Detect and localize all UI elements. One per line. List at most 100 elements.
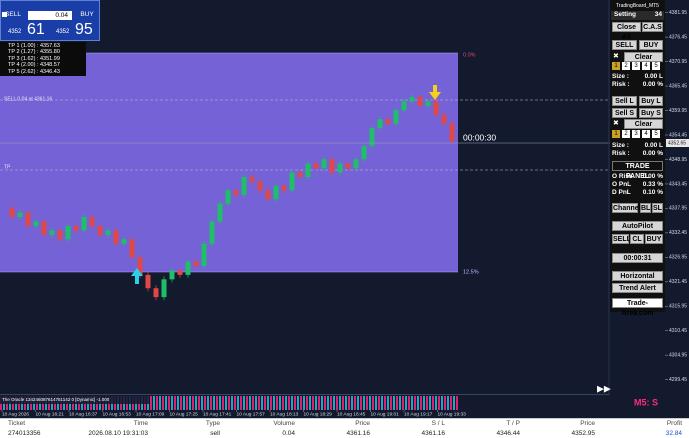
level-button[interactable]: 5 xyxy=(652,62,660,70)
table-cell: sell xyxy=(210,430,220,437)
ap-close-button[interactable]: CL xyxy=(630,234,644,244)
clear-button[interactable]: Clear xyxy=(624,119,663,129)
size-value: 0.00 L xyxy=(644,142,663,149)
candle xyxy=(65,225,71,240)
x-tick-label: 10 Aug 17:41 xyxy=(203,411,232,417)
x-tick-label: 10 Aug 18:45 xyxy=(337,411,366,417)
table-cell: 4361.16 xyxy=(346,430,371,437)
table-cell: 2026.08.10 19:31:03 xyxy=(88,430,148,437)
candle xyxy=(81,217,87,231)
trend-alert-button[interactable]: Trend Alert xyxy=(612,283,663,293)
x-tick-label: 10 Aug 16:21 xyxy=(36,411,65,417)
buy-price-big: 95 xyxy=(75,21,93,38)
y-tick-label: 4365.45 xyxy=(669,83,687,89)
table-header: Type xyxy=(205,420,220,427)
scroll-icon[interactable]: ▶▶ xyxy=(597,383,611,393)
level-button[interactable]: 5 xyxy=(652,130,660,138)
candle xyxy=(417,96,423,106)
candle xyxy=(337,163,343,173)
o-risk-label: O Risk xyxy=(612,173,633,180)
buy-button[interactable]: BUY xyxy=(639,40,663,50)
buy-arrow xyxy=(131,268,143,284)
panel-title: TradingBoard_MT5 xyxy=(616,3,659,9)
candle xyxy=(225,190,231,204)
price-tag-label: 4352.65 xyxy=(668,140,686,146)
candle xyxy=(313,163,319,169)
table-cell: 32.84 xyxy=(665,430,682,437)
candle xyxy=(329,159,335,173)
table-cell: 0.04 xyxy=(282,430,295,437)
setting-label[interactable]: Setting xyxy=(614,11,637,18)
level-button[interactable]: 2 xyxy=(622,130,630,138)
sell-button[interactable]: SELL xyxy=(612,40,637,50)
lot-input[interactable]: 0.04 xyxy=(28,11,72,20)
y-tick-label: 4332.45 xyxy=(669,230,687,236)
level-button[interactable]: 3 xyxy=(632,62,640,70)
indicator-label-bg xyxy=(0,396,150,404)
level-button[interactable]: 1 xyxy=(612,62,620,70)
candle xyxy=(185,261,191,275)
sell-button[interactable]: SELL xyxy=(5,11,21,18)
bl-button[interactable]: BL xyxy=(640,203,651,213)
sell-stop-button[interactable]: Sell S xyxy=(612,108,637,118)
buy-limit-button[interactable]: Buy L xyxy=(639,96,663,106)
sell-limit-button[interactable]: Sell L xyxy=(612,96,637,106)
level-button[interactable]: 4 xyxy=(642,62,650,70)
trade-panel-header: TRADE PANEL xyxy=(612,161,663,180)
candle xyxy=(129,239,135,258)
cas-button[interactable]: C.A.S xyxy=(642,22,663,32)
candle xyxy=(425,101,431,106)
fib-label: 0.0% xyxy=(463,52,476,58)
level-button[interactable]: 3 xyxy=(632,130,640,138)
candle xyxy=(57,230,63,240)
y-tick-label: 4343.45 xyxy=(669,181,687,187)
table-cell: 4346.44 xyxy=(496,430,521,437)
tp-item: TP 3 (1.62) : 4351.99 xyxy=(8,55,60,62)
table-header: Time xyxy=(133,420,148,427)
close-all-button[interactable]: Close All xyxy=(612,22,641,41)
x-tick-label: 10 Aug 19:17 xyxy=(404,411,433,417)
candle xyxy=(353,159,359,169)
tp-item: TP 5 (2.62) : 4346.43 xyxy=(8,68,60,75)
tool-icon[interactable]: ✖ xyxy=(613,120,619,127)
horizontal-alert-button[interactable]: Horizontal Alert xyxy=(612,271,663,290)
candle xyxy=(153,288,159,298)
sell-price-small: 4352 xyxy=(8,29,22,35)
y-tick-label: 4299.45 xyxy=(669,377,687,383)
candle xyxy=(113,230,119,244)
fib-zone xyxy=(0,53,458,272)
chart: 0.0% 12.5% SELL 0.04 at 4361.16 TP 00:00… xyxy=(0,0,689,418)
tp-line-label: TP xyxy=(4,164,11,170)
table-header: Ticket xyxy=(8,420,26,427)
ap-buy-button[interactable]: BUY xyxy=(645,234,663,244)
ap-sell-button[interactable]: SELL xyxy=(612,234,631,244)
sell-arrow xyxy=(429,85,441,100)
autopilot-button[interactable]: AutoPilot xyxy=(612,221,663,231)
icon xyxy=(2,12,7,17)
channel-button[interactable]: Channel xyxy=(612,203,641,213)
y-tick-label: 4354.45 xyxy=(669,132,687,138)
buy-stop-button[interactable]: Buy S xyxy=(639,108,663,118)
candle xyxy=(145,274,151,289)
candle xyxy=(369,128,375,146)
tool-icon[interactable]: ✖ xyxy=(613,53,619,60)
size-value: 0.00 L xyxy=(644,73,663,80)
candle xyxy=(161,279,167,298)
site-link[interactable]: Trade-Area.com xyxy=(612,298,663,317)
level-button[interactable]: 2 xyxy=(622,62,630,70)
candle xyxy=(361,145,367,160)
candle xyxy=(433,101,439,115)
y-tick-label: 4348.95 xyxy=(669,157,687,163)
candle xyxy=(409,96,415,102)
level-button[interactable]: 1 xyxy=(612,130,620,138)
candle xyxy=(217,203,223,222)
buy-button[interactable]: BUY xyxy=(80,11,94,18)
table-cell: 4361.16 xyxy=(421,430,446,437)
o-pnl-value: 0.33 % xyxy=(642,181,663,188)
clear-button[interactable]: Clear xyxy=(624,52,663,62)
candle xyxy=(73,225,79,231)
level-button[interactable]: 4 xyxy=(642,130,650,138)
sl-button[interactable]: SL xyxy=(652,203,663,213)
x-tick-label: 10 Aug 19:01 xyxy=(371,411,400,417)
